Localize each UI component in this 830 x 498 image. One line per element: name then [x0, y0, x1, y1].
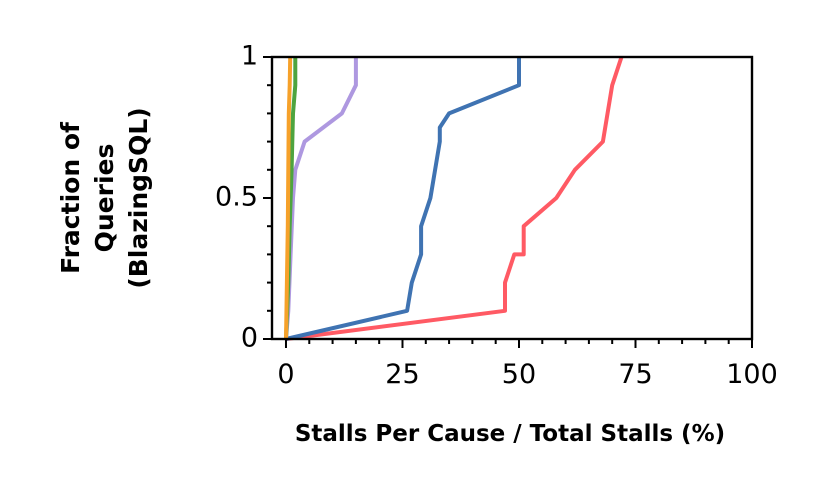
series-line-3: [284, 57, 358, 340]
y-axis-title-line: Queries: [90, 144, 119, 253]
x-tick-label: 25: [385, 359, 419, 390]
series-line-5: [284, 56, 293, 340]
y-axis-title-line: (BlazingSQL): [124, 107, 153, 288]
ticks-layer: 0 25 50 75 100 0 0.5 1: [215, 41, 778, 391]
y-axis-title: Fraction of Queries (BlazingSQL): [56, 107, 153, 288]
x-axis-title: Stalls Per Cause / Total Stalls (%): [295, 421, 725, 447]
plot-frame: [270, 55, 754, 341]
series-layer: [284, 56, 624, 341]
series-line-1: [285, 56, 624, 341]
y-tick-label: 0.5: [215, 182, 258, 213]
y-tick-label: 0: [241, 323, 258, 354]
y-axis-title-line: Fraction of: [56, 121, 85, 274]
x-tick-label: 75: [618, 359, 652, 390]
x-tick-label: 50: [502, 359, 536, 390]
x-tick-label: 0: [277, 359, 294, 390]
series-line-2: [285, 57, 521, 341]
y-tick-label: 1: [241, 41, 258, 72]
x-tick-label: 100: [726, 359, 778, 390]
